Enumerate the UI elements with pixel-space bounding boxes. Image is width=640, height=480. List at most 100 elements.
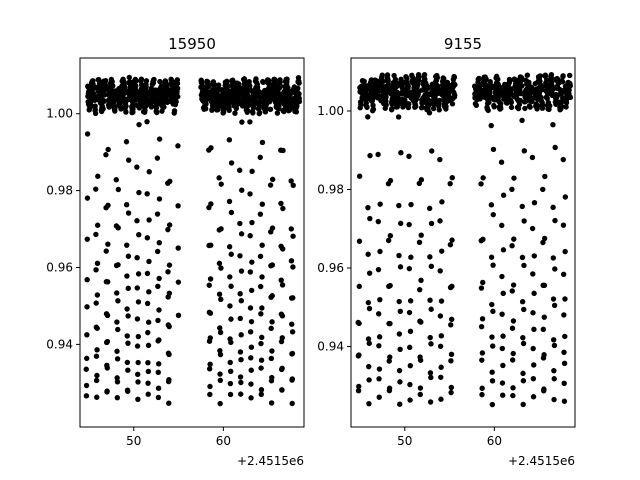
data-point <box>216 291 223 297</box>
data-point <box>211 81 217 87</box>
data-point <box>355 388 362 394</box>
data-point <box>519 117 525 124</box>
data-point <box>376 334 383 340</box>
data-point <box>367 152 373 159</box>
left-panel-x-offset: +2.4515e6 <box>237 454 304 468</box>
data-point <box>145 329 151 336</box>
data-point <box>480 279 486 286</box>
data-point <box>376 376 382 382</box>
data-point <box>356 383 362 390</box>
data-point <box>521 306 527 313</box>
data-point <box>531 200 538 206</box>
data-point <box>427 254 433 260</box>
data-point <box>404 75 410 81</box>
data-point <box>84 131 91 137</box>
data-point <box>239 187 245 193</box>
data-point <box>417 286 423 293</box>
data-point <box>95 173 101 179</box>
data-point <box>154 155 161 161</box>
data-point <box>479 391 485 398</box>
data-point <box>394 100 401 107</box>
data-point <box>508 104 515 111</box>
data-point <box>448 322 454 328</box>
data-point <box>143 84 149 90</box>
data-point <box>550 204 556 211</box>
data-point <box>397 401 403 407</box>
data-point <box>259 242 265 248</box>
data-point <box>488 122 494 129</box>
data-point <box>383 102 389 108</box>
data-point <box>154 109 160 116</box>
data-point <box>483 76 489 82</box>
data-point <box>156 307 162 313</box>
data-point <box>248 355 254 361</box>
data-point <box>216 260 223 267</box>
data-point <box>290 233 296 239</box>
data-point <box>366 270 373 276</box>
right-panel-y-ticks: 0.94 0.96 0.98 1.00 <box>317 104 351 354</box>
data-point <box>258 391 264 397</box>
data-point <box>171 108 178 114</box>
data-point <box>114 375 120 381</box>
data-point <box>84 355 90 362</box>
data-point <box>228 339 234 346</box>
data-point <box>428 306 434 312</box>
data-point <box>226 198 233 205</box>
data-point <box>109 79 115 85</box>
data-point <box>135 396 141 402</box>
data-point <box>110 83 116 89</box>
data-point <box>500 192 507 198</box>
data-point <box>84 195 91 201</box>
data-point <box>508 99 515 106</box>
data-point <box>124 242 130 248</box>
data-point <box>429 148 435 154</box>
data-point <box>224 83 231 90</box>
y-tick-label: 0.94 <box>317 340 344 354</box>
data-point <box>156 240 162 246</box>
data-point <box>173 99 179 105</box>
data-point <box>428 341 434 347</box>
left-panel-points <box>83 74 303 407</box>
data-point <box>417 391 423 398</box>
data-point <box>544 77 550 83</box>
data-point <box>103 152 109 158</box>
data-point <box>166 290 173 296</box>
data-point <box>407 362 413 369</box>
data-point <box>488 254 495 260</box>
data-point <box>407 381 413 388</box>
data-point <box>365 114 371 120</box>
data-point <box>519 254 526 261</box>
data-point <box>441 76 447 82</box>
data-point <box>175 143 181 149</box>
left-panel: 15950 0.94 0.96 0.98 1.00 50 60 +2.4515e6 <box>46 35 305 468</box>
data-point <box>248 287 255 294</box>
y-tick-label: 1.00 <box>317 104 344 118</box>
data-point <box>161 104 167 110</box>
data-point <box>114 319 120 325</box>
data-point <box>529 154 536 161</box>
data-point <box>387 177 394 184</box>
data-point <box>540 326 547 333</box>
data-point <box>166 400 172 406</box>
data-point <box>541 235 548 242</box>
data-point <box>249 168 255 175</box>
data-point <box>529 98 535 105</box>
left-panel-title: 15950 <box>168 35 216 53</box>
data-point <box>562 194 569 200</box>
data-point <box>135 333 142 340</box>
data-point <box>114 290 120 296</box>
data-point <box>426 205 433 212</box>
data-point <box>289 400 295 407</box>
data-point <box>438 374 444 380</box>
data-point <box>263 106 270 112</box>
data-point <box>396 202 402 209</box>
data-point <box>135 371 141 378</box>
data-point <box>248 395 254 401</box>
data-point <box>207 335 213 341</box>
data-point <box>145 391 151 397</box>
data-point <box>551 396 557 403</box>
data-point <box>520 340 527 347</box>
data-point <box>437 218 443 224</box>
data-point <box>238 357 244 363</box>
data-point <box>205 83 212 90</box>
